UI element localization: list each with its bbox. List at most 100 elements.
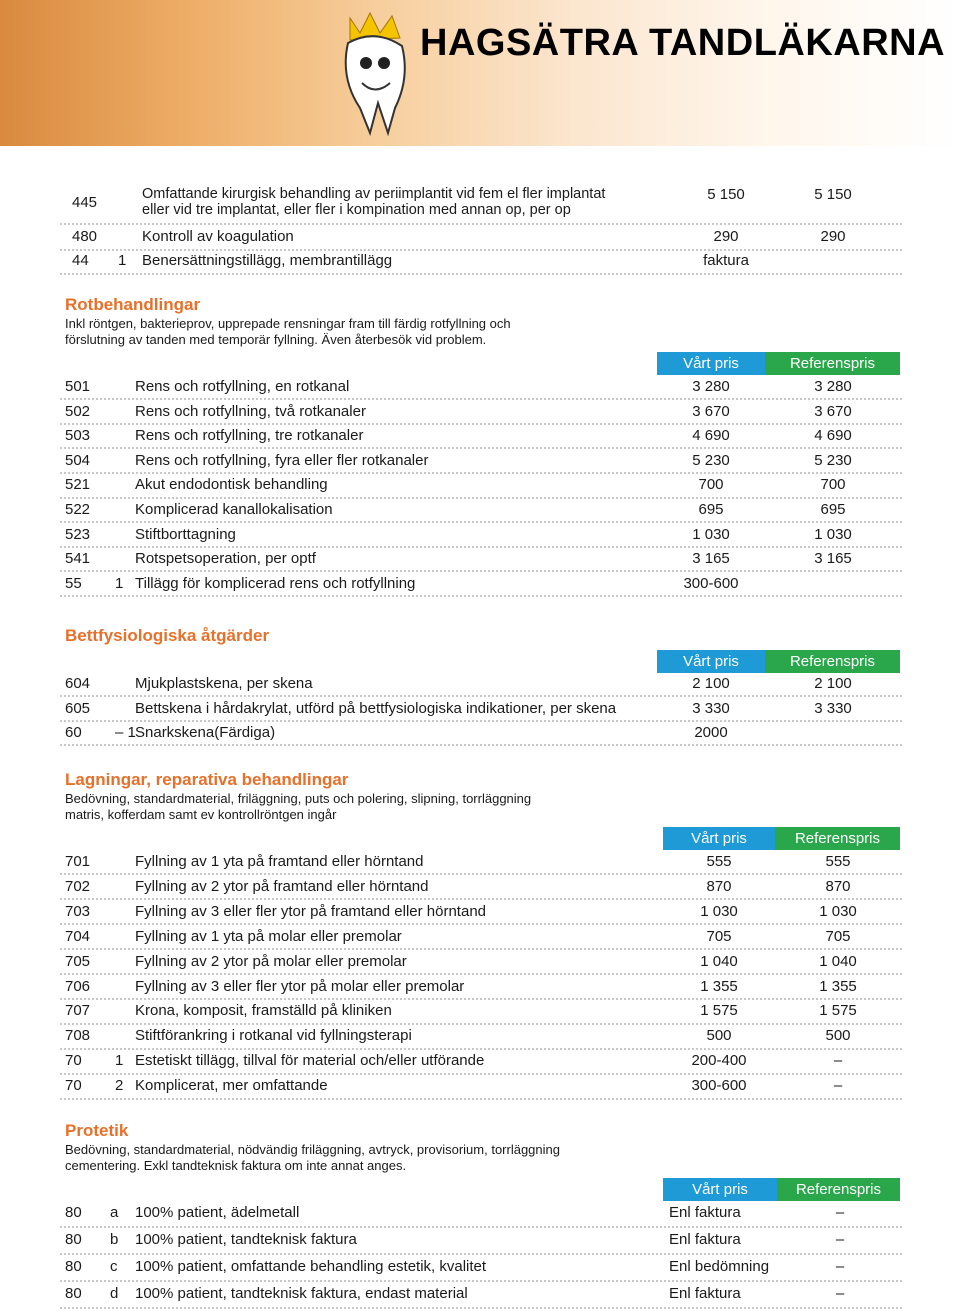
price-row: 502 Rens och rotfyllning, två rotkanaler 3… — [60, 400, 902, 425]
column-header: Vårt pris — [657, 650, 765, 673]
description: Stiftförankring i rotkanal vid fyllnings… — [135, 1027, 412, 1045]
column-header: Referenspris — [775, 827, 900, 850]
price: 2 100 — [692, 674, 730, 692]
code: 80 — [65, 1285, 82, 1302]
price: 1 355 — [700, 977, 738, 995]
code: 70 — [65, 1052, 82, 1070]
price: 1 575 — [700, 1002, 738, 1020]
description: Stiftborttagning — [135, 525, 236, 543]
section-description: matris, kofferdam samt ev kontrollröntge… — [65, 807, 337, 822]
price: 5 230 — [692, 451, 730, 469]
reference-price: 700 — [820, 476, 846, 494]
description: 100% patient, omfattande behandling este… — [135, 1258, 487, 1275]
price: 300-600 — [691, 1077, 747, 1095]
section-title: Protetik — [65, 1121, 129, 1140]
price-row: 504 Rens och rotfyllning, fyra eller fler… — [60, 450, 902, 475]
section-description: Bedövning, standardmaterial, friläggning… — [65, 791, 532, 806]
sub-code: 1 — [118, 252, 127, 269]
price: 1 040 — [700, 952, 738, 970]
price-row: 522 Komplicerad kanallokalisation 695 695 — [60, 499, 902, 524]
reference-price: – — [833, 1052, 843, 1070]
sub-code: 1 — [115, 574, 124, 592]
code: 502 — [65, 402, 91, 420]
reference-price: 5 150 — [814, 186, 852, 203]
price-row: 80 a 100% patient, ädelmetall Enl faktura – — [60, 1201, 902, 1228]
code: 44 — [72, 252, 89, 269]
description: Fyllning av 1 yta på framtand eller hörn… — [135, 853, 424, 871]
price-row: 705 Fyllning av 2 ytor på molar eller pre… — [60, 950, 902, 976]
description: Mjukplastskena, per skena — [135, 674, 313, 692]
section-description: cementering. Exkl tandteknisk faktura om… — [65, 1158, 407, 1173]
description: Bettskena i hårdakrylat, utförd på bettf… — [135, 699, 617, 717]
price: Enl bedömning — [669, 1258, 770, 1275]
description: Tillägg för komplicerad rens och rotfyll… — [135, 574, 416, 592]
price-row: 541 Rotspetsoperation, per optf 3 165 3 165 — [60, 548, 902, 573]
price: 705 — [706, 927, 732, 945]
description: eller vid tre implantat, eller fler i ko… — [142, 202, 571, 218]
price: 870 — [706, 877, 732, 895]
price-row: 708 Stiftförankring i rotkanal vid fyllni… — [60, 1025, 902, 1050]
code: 522 — [65, 500, 91, 518]
description: Omfattande kirurgisk behandling av perii… — [142, 186, 606, 202]
reference-price: 555 — [825, 853, 851, 871]
code: 703 — [65, 902, 91, 920]
reference-price: 695 — [820, 500, 846, 518]
code: 80 — [65, 1231, 82, 1248]
code: 521 — [65, 476, 91, 494]
section-description: Bedövning, standardmaterial, nödvändig f… — [65, 1142, 560, 1157]
price-row: 706 Fyllning av 3 eller fler ytor på mola… — [60, 975, 902, 1000]
code: 504 — [65, 451, 91, 469]
price: 555 — [706, 853, 732, 871]
sub-code: b — [110, 1231, 119, 1248]
price-row: 503 Rens och rotfyllning, tre rotkanaler 4… — [60, 425, 902, 450]
price: 1 030 — [700, 902, 738, 920]
code: 70 — [65, 1077, 82, 1095]
column-header: Vårt pris — [657, 352, 765, 375]
code: 445 — [72, 194, 98, 211]
reference-price: 1 575 — [819, 1002, 857, 1020]
description: Rotspetsoperation, per optf — [135, 550, 316, 568]
mascot — [344, 11, 406, 137]
price-row: 60 – 1 Snarkskena(Färdiga) 2000 — [60, 722, 902, 747]
price-row: 70 1 Estetiskt tillägg, tillval för materi… — [60, 1050, 902, 1075]
code: 701 — [65, 853, 91, 871]
description: Benersättningstillägg, membrantillägg — [142, 252, 393, 269]
sub-code: a — [110, 1204, 119, 1221]
description: Fyllning av 2 ytor på framtand eller hör… — [135, 877, 429, 895]
price-row: 501 Rens och rotfyllning, en rotkanal 3 28… — [60, 376, 902, 401]
code: 705 — [65, 952, 91, 970]
price: 5 150 — [707, 186, 745, 203]
price: 300-600 — [683, 574, 739, 592]
reference-price: – — [835, 1204, 845, 1221]
reference-price: – — [835, 1258, 845, 1275]
price: faktura — [703, 252, 749, 269]
price: Enl faktura — [669, 1285, 741, 1302]
description: Fyllning av 3 eller fler ytor på framtan… — [135, 902, 487, 920]
price: 700 — [698, 476, 724, 494]
reference-price: 3 165 — [814, 550, 852, 568]
sub-code: – 1 — [115, 724, 136, 742]
description: Rens och rotfyllning, fyra eller fler ro… — [135, 451, 429, 469]
section-description: Inkl röntgen, bakterieprov, upprepade re… — [65, 316, 511, 331]
price: 4 690 — [692, 427, 730, 445]
column-header: Vårt pris — [663, 827, 775, 850]
price-row: 70 2 Komplicerat, mer omfattande 300-600 – — [60, 1075, 902, 1100]
price: Enl faktura — [669, 1231, 741, 1248]
price-row: 523 Stiftborttagning 1 030 1 030 — [60, 523, 902, 548]
price-row: 707 Krona, komposit, framställd på klinik… — [60, 1000, 902, 1025]
price-row: 704 Fyllning av 1 yta på molar eller prem… — [60, 925, 902, 951]
description: Fyllning av 3 eller fler ytor på molar e… — [135, 977, 465, 995]
description: Fyllning av 1 yta på molar eller premola… — [135, 927, 402, 945]
column-header: Referenspris — [777, 1178, 900, 1201]
reference-price: 870 — [825, 877, 851, 895]
code: 704 — [65, 927, 91, 945]
price-row: 80 b 100% patient, tandteknisk faktura Enl … — [60, 1228, 902, 1255]
price: Enl faktura — [669, 1204, 741, 1221]
description: Krona, komposit, framställd på kliniken — [135, 1002, 392, 1020]
price: 290 — [713, 227, 739, 245]
price-row: 55 1 Tillägg för komplicerad rens och rotf… — [60, 573, 902, 598]
price-row: 521 Akut endodontisk behandling 700 700 — [60, 474, 902, 499]
code: 60 — [65, 724, 82, 742]
reference-price: 500 — [825, 1027, 851, 1045]
